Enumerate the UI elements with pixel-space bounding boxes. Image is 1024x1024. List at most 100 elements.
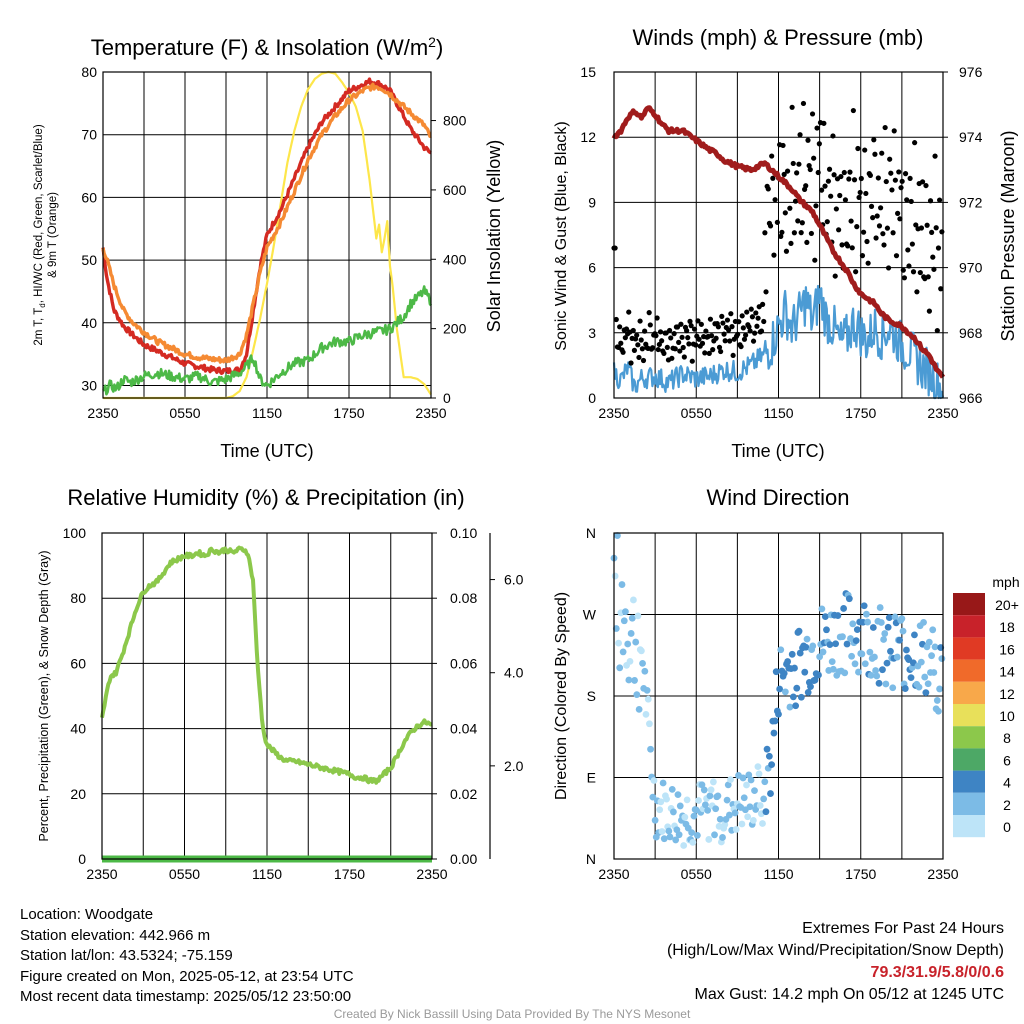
gust-point (653, 333, 659, 339)
y-tick-label: 6 (588, 260, 596, 276)
x-tick-label: 1150 (252, 405, 282, 421)
station-location: Location: Woodgate (20, 906, 154, 923)
gust-point (855, 145, 861, 152)
y-tick-label: N (586, 525, 596, 541)
wind-direction-point (873, 672, 881, 680)
svg-text:& 9m T (Orange): & 9m T (Orange) (47, 192, 59, 278)
wind-direction-point (925, 638, 933, 646)
gust-point (881, 242, 887, 248)
gust-point (728, 311, 734, 317)
gust-point (693, 342, 699, 348)
gust-point (930, 254, 936, 260)
wind-direction-point (921, 673, 929, 681)
plot-frame (102, 71, 432, 399)
wind-direction-point (935, 707, 942, 715)
y-tick-label: 12 (580, 129, 596, 145)
legend-swatch (953, 615, 985, 638)
precip-tick-label: 0.00 (450, 851, 477, 867)
gust-point (707, 316, 714, 322)
wind-direction-point (869, 624, 877, 631)
wind-direction-point (700, 786, 708, 794)
wind-direction-point (861, 660, 869, 668)
y-tick-label: S (587, 688, 596, 704)
gust-point (655, 346, 661, 353)
station-info: Location: Woodgate Station elevation: 44… (20, 905, 354, 1008)
gust-point (688, 323, 694, 329)
wind-direction-point (670, 808, 677, 816)
gust-point (695, 318, 701, 324)
gust-point (628, 360, 634, 366)
gust-point (761, 318, 767, 325)
gust-point (617, 324, 623, 330)
wind-direction-point (889, 684, 897, 692)
gust-point (744, 309, 750, 315)
wind-direction-point (876, 604, 884, 611)
wind-direction-point (826, 641, 834, 649)
gust-point (635, 342, 641, 348)
gust-point (832, 273, 838, 279)
gust-point (638, 337, 644, 343)
solar-y2-axis-label: Solar Insolation (Yellow) (484, 140, 504, 332)
wind-direction-point (660, 835, 668, 843)
gust-point (769, 153, 775, 159)
extremes-box: Extremes For Past 24 Hours (High/Low/Max… (667, 918, 1004, 1006)
gust-point (837, 192, 843, 199)
wind-direction-point (619, 648, 627, 656)
gust-point (860, 229, 867, 235)
wind-direction-point (711, 831, 718, 839)
wind-direction-point (816, 653, 824, 661)
speed-legend-title: mph (992, 574, 1019, 590)
gust-point (765, 186, 771, 192)
gust-point (729, 324, 735, 330)
wind-direction-point (883, 659, 891, 667)
gust-point (870, 215, 876, 221)
gust-point (803, 183, 809, 189)
y-tick-label: 80 (81, 64, 97, 80)
gust-point (847, 169, 853, 175)
wind-direction-point (796, 649, 804, 657)
y-tick-label: 60 (70, 655, 86, 671)
x-tick-label: 1750 (334, 866, 365, 882)
gust-point (851, 177, 858, 183)
wind-direction-point (746, 803, 754, 811)
gust-point (779, 229, 785, 235)
gust-point (902, 171, 909, 177)
wind-direction-point (863, 610, 870, 618)
wind-direction-point (828, 658, 836, 666)
y-tick-label: 0 (78, 851, 86, 867)
gust-point (664, 344, 670, 350)
wind-direction-point (875, 679, 883, 687)
gust-point (791, 230, 797, 236)
legend-swatch (953, 726, 985, 749)
gust-point (814, 125, 820, 131)
x-tick-label: 2350 (598, 866, 629, 882)
gust-point (799, 220, 805, 226)
gust-point (770, 175, 776, 181)
gust-point (862, 147, 868, 153)
gust-point (736, 319, 742, 325)
wind-direction-point (907, 674, 915, 682)
wind-direction-point (915, 683, 923, 691)
wind-direction-point (903, 646, 910, 654)
wind-direction-point (851, 660, 859, 668)
gust-point (811, 155, 817, 161)
gust-point (689, 358, 695, 364)
y2-tick-label: 968 (959, 325, 983, 341)
gust-point (841, 169, 847, 176)
wind-direction-point (633, 691, 641, 699)
wind-direction-point (784, 658, 792, 665)
wind-direction-point (744, 813, 752, 821)
wind-x-axis-label: Time (UTC) (731, 441, 824, 461)
y-tick-label: 50 (81, 252, 97, 268)
gust-point (747, 328, 753, 334)
wind-direction-point (867, 671, 875, 679)
gust-point (676, 339, 682, 345)
gust-point (867, 172, 873, 178)
temperature-insolation-panel: Temperature (F) & Insolation (W/m2) 2m T… (33, 34, 504, 461)
wind-direction-point (804, 689, 812, 696)
wind-direction-point (924, 680, 932, 688)
gust-point (671, 331, 677, 337)
gust-point (702, 350, 708, 356)
wind-direction-point (622, 608, 629, 616)
